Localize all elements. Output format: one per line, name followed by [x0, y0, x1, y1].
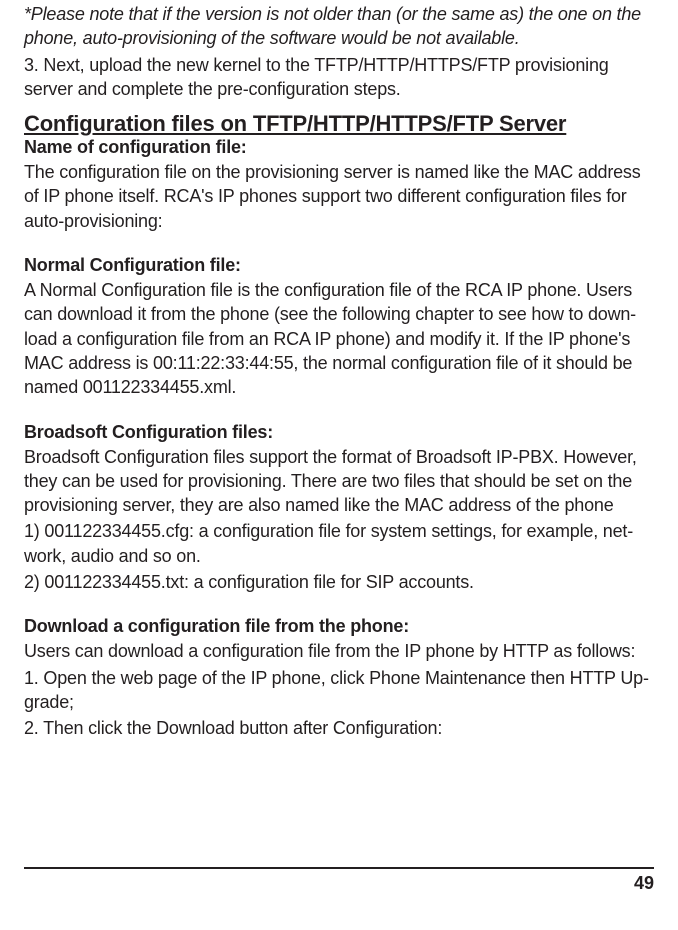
name-of-config-subheading: Name of configuration file:: [24, 137, 654, 158]
page-number: 49: [24, 873, 654, 894]
broadsoft-config-item-2: 2) 001122334455.txt: a configuration fil…: [24, 570, 654, 594]
page-footer: 49: [24, 867, 654, 894]
spacer: [24, 400, 654, 422]
broadsoft-config-item-1: 1) 001122334455.cfg: a configuration fil…: [24, 519, 654, 568]
normal-config-body: A Normal Configuration file is the confi…: [24, 278, 654, 399]
download-config-step-1: 1. Open the web page of the IP phone, cl…: [24, 666, 654, 715]
download-config-subheading: Download a configuration file from the p…: [24, 616, 654, 637]
step-3-text: 3. Next, upload the new kernel to the TF…: [24, 53, 654, 102]
document-page: *Please note that if the version is not …: [0, 2, 678, 930]
download-config-intro: Users can download a configuration file …: [24, 639, 654, 663]
config-files-heading: Configuration files on TFTP/HTTP/HTTPS/F…: [24, 111, 654, 137]
name-of-config-body: The configuration file on the provisioni…: [24, 160, 654, 233]
spacer: [24, 233, 654, 255]
download-config-step-2: 2. Then click the Download button after …: [24, 716, 654, 740]
spacer: [24, 594, 654, 616]
version-note: *Please note that if the version is not …: [24, 2, 654, 51]
broadsoft-config-body-intro: Broadsoft Configuration files support th…: [24, 445, 654, 518]
broadsoft-config-subheading: Broadsoft Configuration files:: [24, 422, 654, 443]
normal-config-subheading: Normal Configuration file:: [24, 255, 654, 276]
footer-divider: [24, 867, 654, 869]
